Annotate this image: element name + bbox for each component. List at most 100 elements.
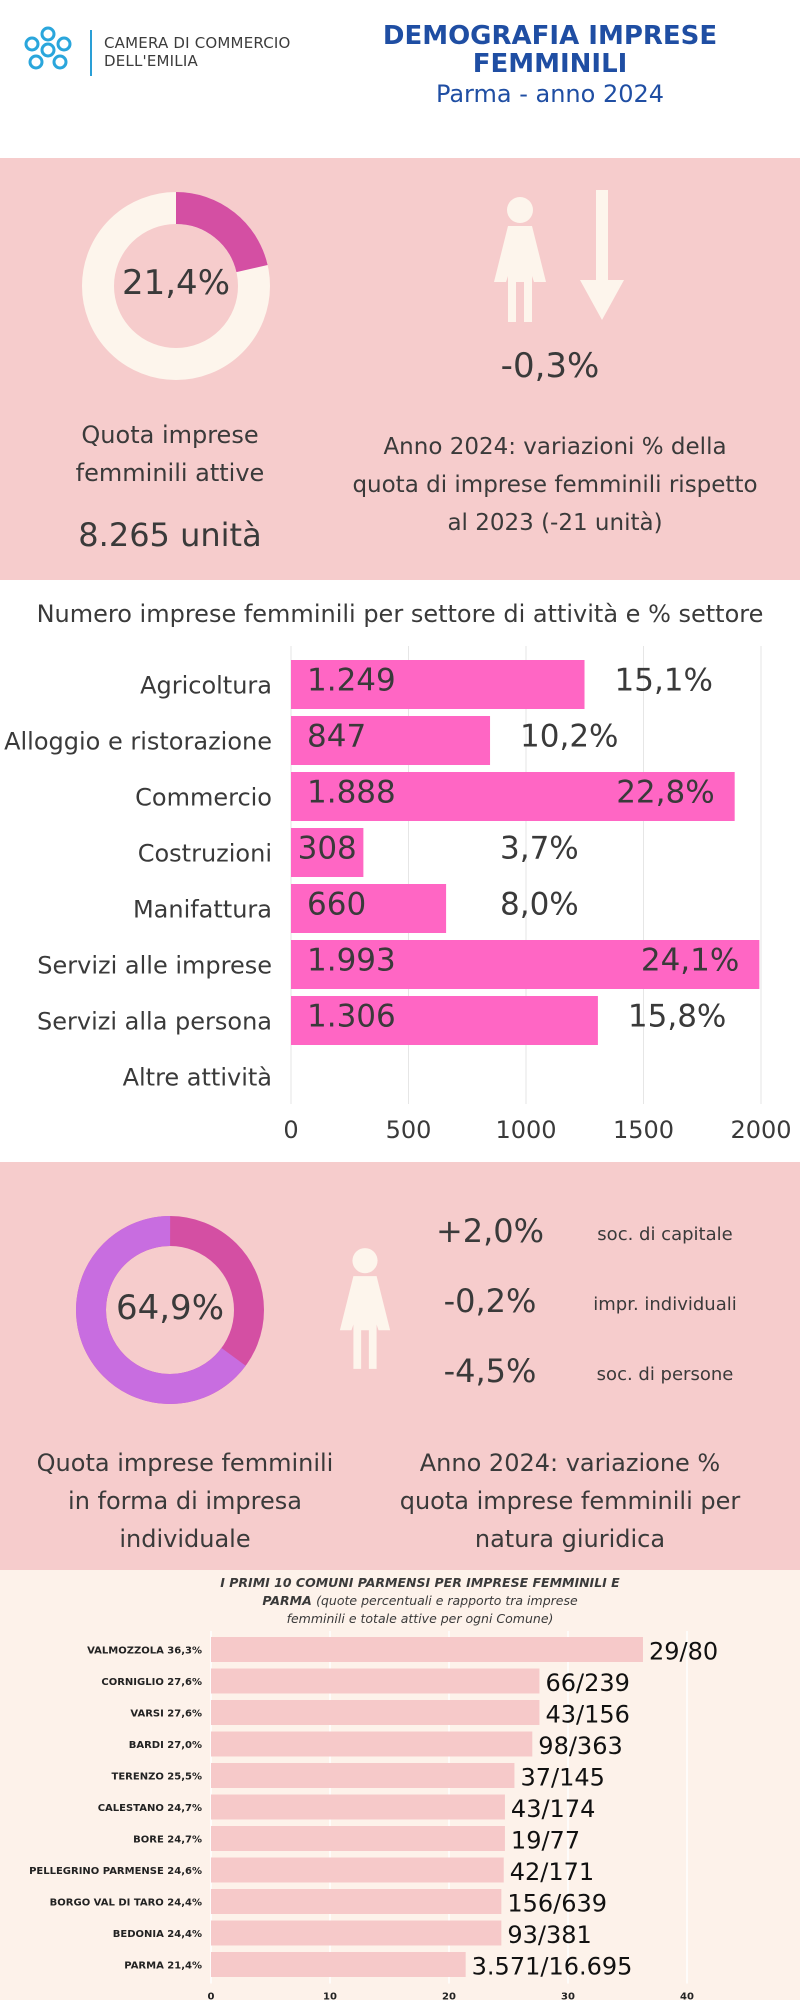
variation-description: Anno 2024: variazioni % della quota di i… [330,428,780,542]
municipalities-chart-section: I PRIMI 10 COMUNI PARMENSI PER IMPRESE F… [0,1570,800,2000]
sector-bar [291,828,364,877]
municipalities-title-line1: I PRIMI 10 COMUNI PARMENSI PER IMPRESE F… [220,1575,620,1590]
sector-bar [291,660,585,709]
org-name: CAMERA DI COMMERCIO DELL'EMILIA [104,34,291,70]
sector-value-label: 1.306 [307,999,396,1035]
municipalities-chart: 0 10 20 30 40 VALMOZZOLA 36,3% 29/80 CORNIGLIO … [29,1631,718,2000]
sector-percent-label: 8,0% [500,887,579,923]
sector-value-label: 1.888 [307,775,396,811]
municipality-x-tick: 40 [680,1992,694,2000]
municipality-ratio-label: 42/171 [510,1858,594,1886]
donut-arc-individual [76,1216,264,1404]
woman-icon [494,197,546,322]
sector-category-label: Alloggio e ristorazione [4,728,272,756]
municipality-ratio-label: 19/77 [511,1827,580,1855]
sector-value-label: 1.993 [307,943,396,979]
sector-bar [291,996,598,1045]
quota-label-line1: Quota imprese [81,421,259,449]
sector-x-tick: 1000 [495,1116,556,1144]
municipality-ratio-label: 29/80 [649,1638,718,1666]
sector-percent-label: 22,8% [616,775,714,811]
variation-description-line1: Anno 2024: variazioni % della [383,434,727,460]
sector-value-label: 1.249 [307,663,396,699]
sector-bar [291,772,735,821]
units-value: 8.265 unità [78,516,262,554]
legal-form-description: Anno 2024: variazione % quota imprese fe… [380,1444,760,1558]
woman-icon [339,1248,391,1369]
individual-description: Quota imprese femminili in forma di impr… [20,1444,350,1558]
legal-form-value-0: +2,0% [435,1212,545,1250]
municipality-bar [211,1794,505,1820]
sector-x-tick: 500 [386,1116,432,1144]
sector-category-label: Agricoltura [140,672,272,700]
sector-chart-title: Numero imprese femminili per settore di … [36,600,764,628]
municipalities-chart-title: I PRIMI 10 COMUNI PARMENSI PER IMPRESE F… [150,1574,690,1628]
municipality-bar [211,1731,533,1757]
individual-description-line2: in forma di impresa [68,1487,302,1515]
sector-value-label: 308 [298,831,357,867]
female-share-section: 21,4% -0,3% Quota imprese femminili atti… [0,158,800,580]
municipality-label: CALESTANO 24,7% [98,1803,202,1814]
sector-percent-label: 15,1% [615,663,713,699]
municipality-label: BORGO VAL DI TARO 24,4% [50,1898,202,1909]
municipalities-title-note2: femminili e totale attive per ogni Comun… [286,1611,554,1626]
sector-category-label: Altre attività [123,1064,272,1092]
municipality-label: CORNIGLIO 27,6% [101,1677,202,1688]
sector-category-label: Commercio [135,784,272,812]
share-donut [82,192,270,380]
legal-form-description-line3: natura giuridica [474,1525,666,1553]
page-title-line2: FEMMINILI [472,49,628,79]
variation-value: -0,3% [500,346,600,386]
municipality-bar [211,1668,540,1694]
municipality-ratio-label: 43/174 [511,1795,595,1823]
variation-description-line3: al 2023 (-21 unità) [447,510,663,536]
legal-form-value-1: -0,2% [443,1282,537,1320]
municipality-ratio-label: 66/239 [545,1669,629,1697]
municipality-bar [211,1637,643,1662]
municipality-bar [211,1826,505,1851]
quota-label: Quota imprese femminili attive [40,416,300,492]
variation-description-line2: quota di imprese femminili rispetto [352,472,758,498]
municipality-x-tick: 0 [208,1992,215,2000]
quota-label-line2: femminili attive [75,459,265,487]
municipality-bar [211,1700,540,1725]
municipality-label: PARMA 21,4% [124,1961,202,1972]
page-title-line1: DEMOGRAFIA IMPRESE [382,21,718,51]
sector-percent-label: 15,8% [628,999,726,1035]
org-name-line2: DELL'EMILIA [104,52,198,70]
sector-x-tick: 1500 [613,1116,674,1144]
legal-form-label-2: soc. di persone [596,1364,734,1385]
municipalities-title-note: (quote percentuali e rapporto tra impres… [316,1593,578,1608]
municipalities-title-parma: PARMA [262,1593,312,1608]
municipality-label: BEDONIA 24,4% [113,1929,202,1940]
municipality-ratio-label: 3.571/16.695 [472,1953,633,1981]
sector-category-label: Costruzioni [138,840,272,868]
individual-description-line1: Quota imprese femminili [36,1449,334,1477]
arrow-down-icon [580,190,624,320]
municipality-label: VALMOZZOLA 36,3% [87,1646,202,1657]
municipality-ratio-label: 43/156 [545,1701,629,1729]
municipality-x-tick: 10 [323,1992,337,2000]
logo-divider [90,30,92,76]
municipality-bar [211,1920,502,1946]
municipality-x-tick: 20 [442,1992,456,2000]
legal-form-value-2: -4,5% [443,1352,537,1390]
municipality-label: PELLEGRINO PARMENSE 24,6% [29,1866,202,1877]
sector-percent-label: 3,7% [500,831,579,867]
sector-bar [291,884,447,933]
municipality-label: TERENZO 25,5% [112,1772,202,1783]
donut-value: 21,4% [121,263,230,303]
municipality-label: VARSI 27,6% [130,1709,202,1720]
legal-form-description-line1: Anno 2024: variazione % [419,1449,721,1477]
sector-x-tick: 0 [283,1116,298,1144]
municipality-ratio-label: 37/145 [520,1764,604,1792]
municipality-ratio-label: 98/363 [538,1732,622,1760]
sector-category-label: Servizi alle imprese [37,952,272,980]
individual-donut [76,1216,264,1404]
header: CAMERA DI COMMERCIO DELL'EMILIA DEMOGRAF… [0,0,800,158]
sector-chart-section: Numero imprese femminili per settore di … [0,580,800,1162]
individual-donut-value: 64,9% [115,1288,224,1328]
municipality-ratio-label: 93/381 [507,1921,591,1949]
legal-form-section: 64,9% +2,0% soc. di capitale -0,2% impr.… [0,1162,800,1570]
municipality-label: BORE 24,7% [133,1835,202,1846]
